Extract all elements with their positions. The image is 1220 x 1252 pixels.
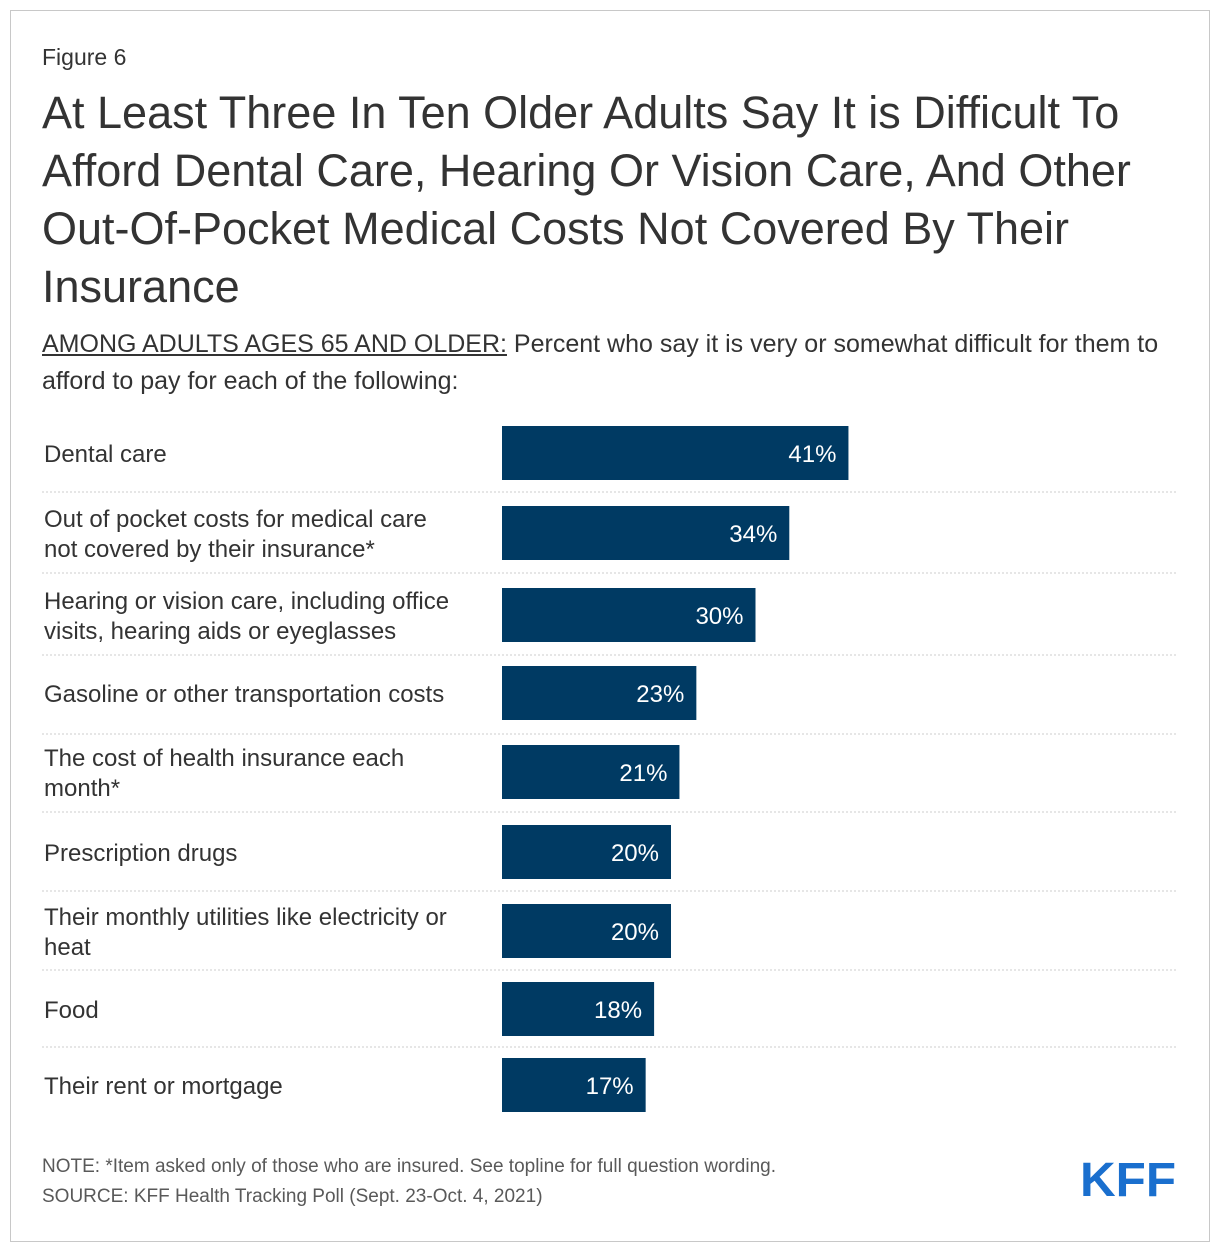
category-label-line: Prescription drugs: [44, 840, 237, 867]
bar: [502, 666, 697, 720]
bar: [502, 982, 655, 1036]
category-label-line: month*: [44, 775, 120, 802]
category-label: Their rent or mortgage: [44, 1073, 283, 1100]
bar: [502, 745, 680, 799]
category-label-line: not covered by their insurance*: [44, 536, 375, 563]
category-label-line: visits, hearing aids or eyeglasses: [44, 618, 396, 645]
bar: [502, 1058, 646, 1112]
bar-value-label: 41%: [788, 441, 836, 468]
bar: [502, 506, 790, 560]
category-label: Hearing or vision care, including office…: [44, 588, 449, 645]
bar: [502, 426, 849, 480]
category-label: The cost of health insurance each month*: [44, 745, 404, 802]
category-label-line: Hearing or vision care, including office: [44, 588, 449, 615]
bar: [502, 904, 671, 958]
footer-source: SOURCE: KFF Health Tracking Poll (Sept. …: [42, 1186, 543, 1207]
bar-value-label: 20%: [611, 840, 659, 867]
bar-value-label: 21%: [619, 760, 667, 787]
chart-subtitle: AMONG ADULTS AGES 65 AND OLDER: Percent …: [42, 326, 1182, 400]
figure-frame: [10, 10, 1210, 1242]
bar-value-label: 30%: [695, 603, 743, 630]
category-label-line: The cost of health insurance each: [44, 745, 404, 772]
category-label-line: heat: [44, 934, 91, 961]
category-label: Out of pocket costs for medical care not …: [44, 506, 427, 563]
bar: [502, 588, 756, 642]
category-label: Food: [44, 997, 99, 1024]
category-label: Gasoline or other transportation costs: [44, 681, 444, 708]
category-label-line: Out of pocket costs for medical care: [44, 506, 427, 533]
category-label: Dental care: [44, 441, 167, 468]
category-label-line: Their rent or mortgage: [44, 1073, 283, 1100]
subtitle-text: Percent who say it is very or somewhat d…: [42, 330, 1159, 395]
bar-value-label: 20%: [611, 919, 659, 946]
category-label-line: Their monthly utilities like electricity…: [44, 904, 447, 931]
kff-logo-text: KFF: [1080, 1156, 1176, 1200]
subtitle-lead: AMONG ADULTS AGES 65 AND OLDER:: [42, 330, 507, 358]
category-label: Their monthly utilities like electricity…: [44, 904, 447, 961]
category-label: Prescription drugs: [44, 840, 237, 867]
bar-value-label: 18%: [594, 997, 642, 1024]
bar-value-label: 34%: [729, 521, 777, 548]
category-label-line: Dental care: [44, 441, 167, 468]
chart-title: At Least Three In Ten Older Adults Say I…: [42, 87, 1131, 312]
kff-logo: KFF: [1080, 1156, 1176, 1200]
bar-value-label: 23%: [636, 681, 684, 708]
figure-label: Figure 6: [42, 44, 127, 70]
category-label-line: Food: [44, 997, 99, 1024]
bar-value-label: 17%: [586, 1073, 634, 1100]
footer-note: NOTE: *Item asked only of those who are …: [42, 1156, 777, 1177]
chart-footer: NOTE: *Item asked only of those who are …: [42, 1152, 776, 1212]
category-label-line: Gasoline or other transportation costs: [44, 681, 444, 708]
bar: [502, 825, 671, 879]
